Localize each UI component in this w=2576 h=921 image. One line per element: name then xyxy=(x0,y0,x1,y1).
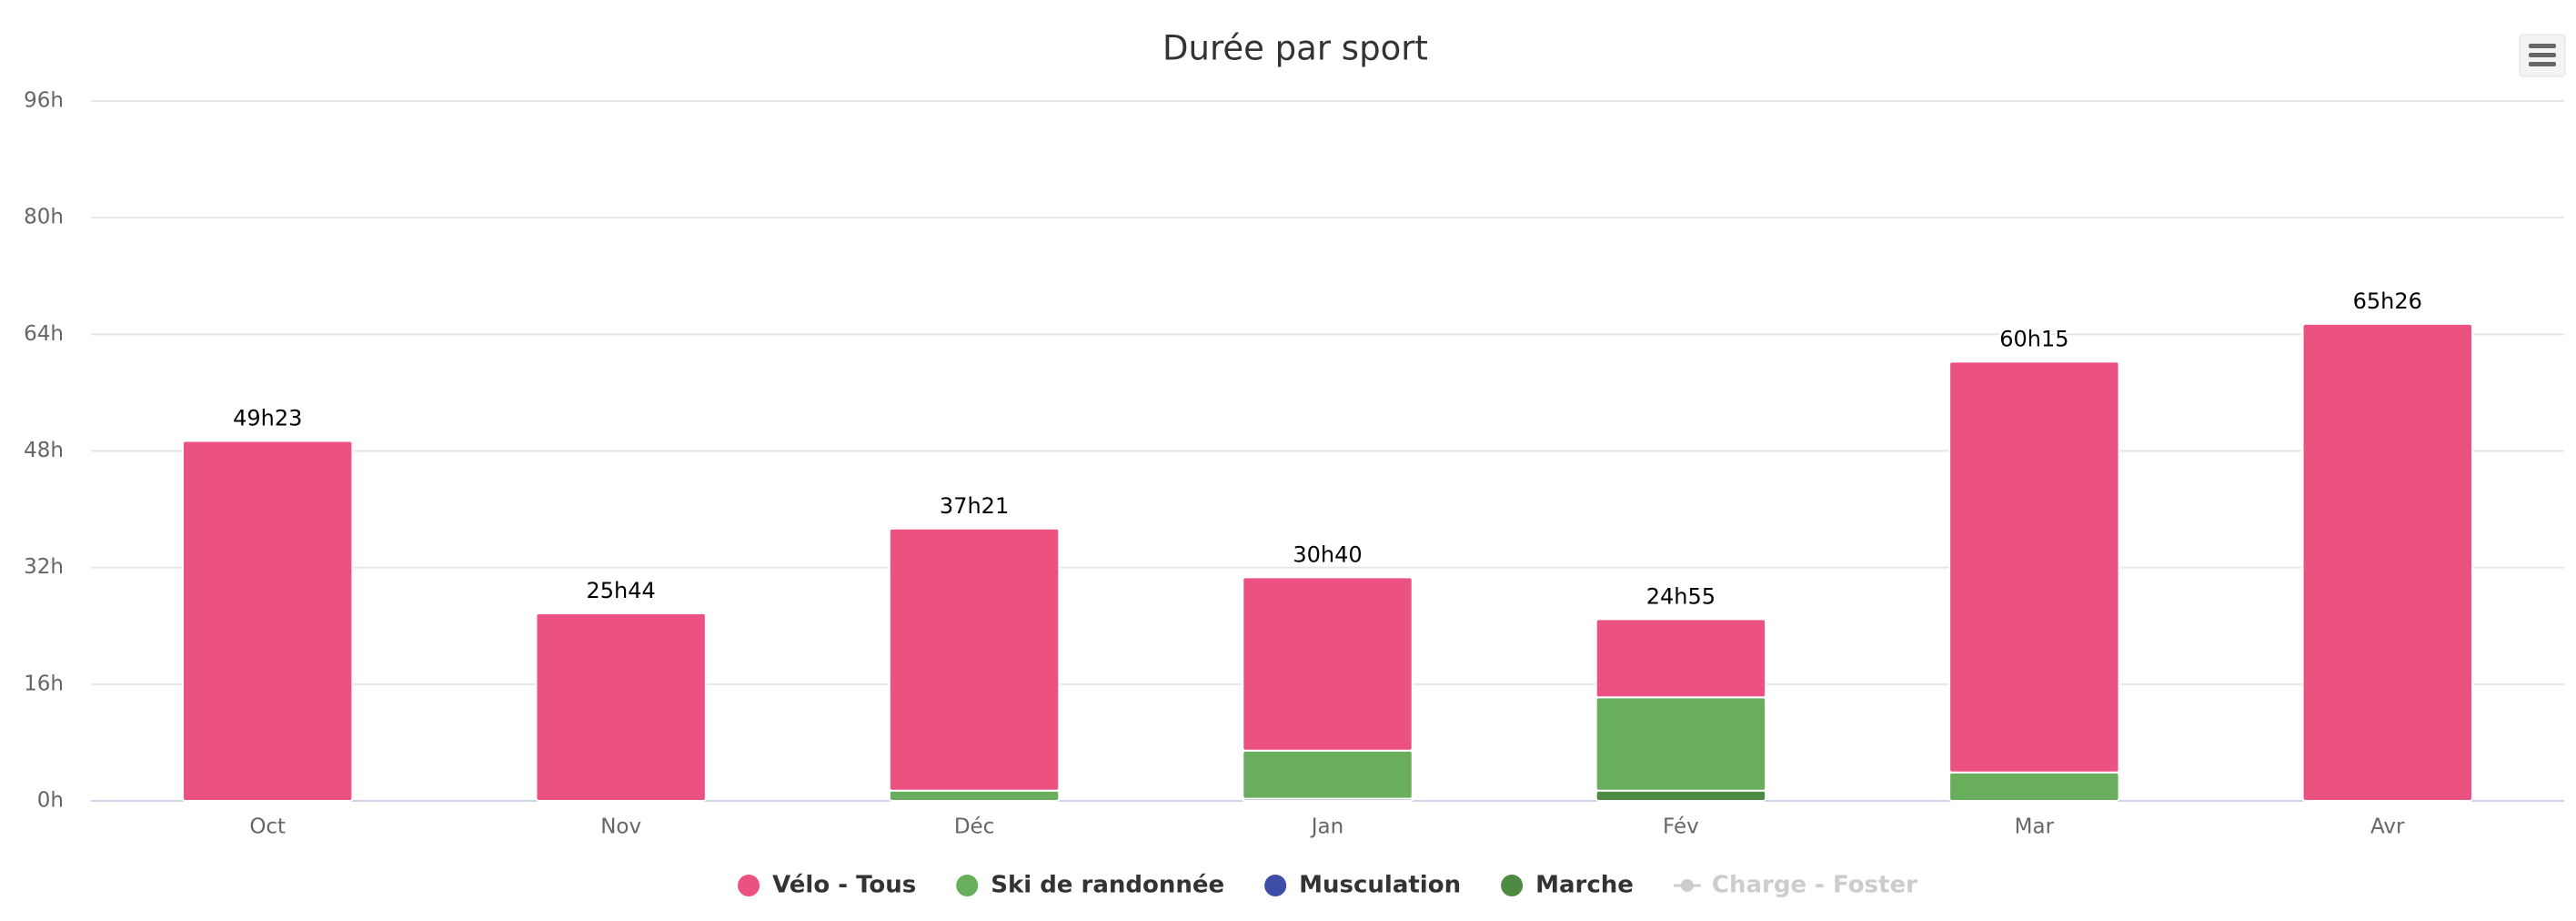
legend-item[interactable]: Musculation xyxy=(1264,872,1461,899)
legend: Vélo - Tous Ski de randonnée Musculation Ma… xyxy=(738,872,1917,899)
legend-symbol xyxy=(1680,879,1694,892)
y-tick-label: 96h xyxy=(24,89,64,113)
y-tick-label: 64h xyxy=(24,322,64,346)
bar-segment xyxy=(1595,789,1767,802)
y-tick-label: 16h xyxy=(24,672,64,695)
legend-label: Charge - Foster xyxy=(1712,872,1917,899)
x-tick-label: Déc xyxy=(954,815,995,839)
bar-segment xyxy=(888,789,1061,802)
legend-label: Ski de randonnée xyxy=(991,872,1224,899)
total-label: 65h26 xyxy=(2353,288,2422,314)
legend-label: Marche xyxy=(1535,872,1634,899)
y-tick-label: 80h xyxy=(24,206,64,229)
bar-segment xyxy=(535,612,707,802)
legend-item[interactable]: Charge - Foster xyxy=(1673,872,1917,899)
menu-line xyxy=(2529,62,2556,66)
y-tick-label: 0h xyxy=(37,789,64,813)
chart-title: Durée par sport xyxy=(1162,29,1428,68)
bar-segment xyxy=(1948,771,2120,803)
legend-item[interactable]: Vélo - Tous xyxy=(738,872,916,899)
legend-label: Vélo - Tous xyxy=(772,872,916,899)
x-tick-label: Jan xyxy=(1310,815,1343,839)
legend-symbol xyxy=(1501,875,1524,896)
menu-line xyxy=(2529,53,2556,57)
total-label: 37h21 xyxy=(940,493,1009,519)
x-tick-label: Avr xyxy=(2370,815,2405,839)
legend-item[interactable]: Marche xyxy=(1501,872,1634,899)
menu-line xyxy=(2529,44,2556,48)
total-label: 49h23 xyxy=(233,405,302,430)
bar-segment xyxy=(1242,749,1414,800)
total-label: 25h44 xyxy=(586,578,655,603)
x-tick-label: Oct xyxy=(249,815,286,839)
x-tick-label: Nov xyxy=(600,815,641,839)
bar-segment xyxy=(1948,360,2120,774)
menu-button[interactable] xyxy=(2519,34,2566,77)
x-tick-label: Mar xyxy=(2015,815,2055,839)
bar-segment xyxy=(181,440,354,802)
bar-segment xyxy=(1242,576,1414,752)
legend-symbol xyxy=(1264,875,1287,896)
legend-symbol xyxy=(956,875,979,896)
legend-item[interactable]: Ski de randonnée xyxy=(956,872,1224,899)
bar-segment xyxy=(2301,322,2474,803)
y-tick-label: 32h xyxy=(24,555,64,579)
bar-segment xyxy=(1595,696,1767,792)
y-tick-label: 48h xyxy=(24,439,64,462)
total-label: 24h55 xyxy=(1646,583,1716,609)
bar-segment xyxy=(1595,618,1767,699)
total-label: 60h15 xyxy=(1999,326,2068,351)
legend-symbol xyxy=(738,875,760,896)
total-label: 30h40 xyxy=(1293,541,1362,567)
x-tick-label: Fév xyxy=(1663,815,1699,839)
bar-segment xyxy=(888,527,1061,792)
legend-label: Musculation xyxy=(1299,872,1461,899)
